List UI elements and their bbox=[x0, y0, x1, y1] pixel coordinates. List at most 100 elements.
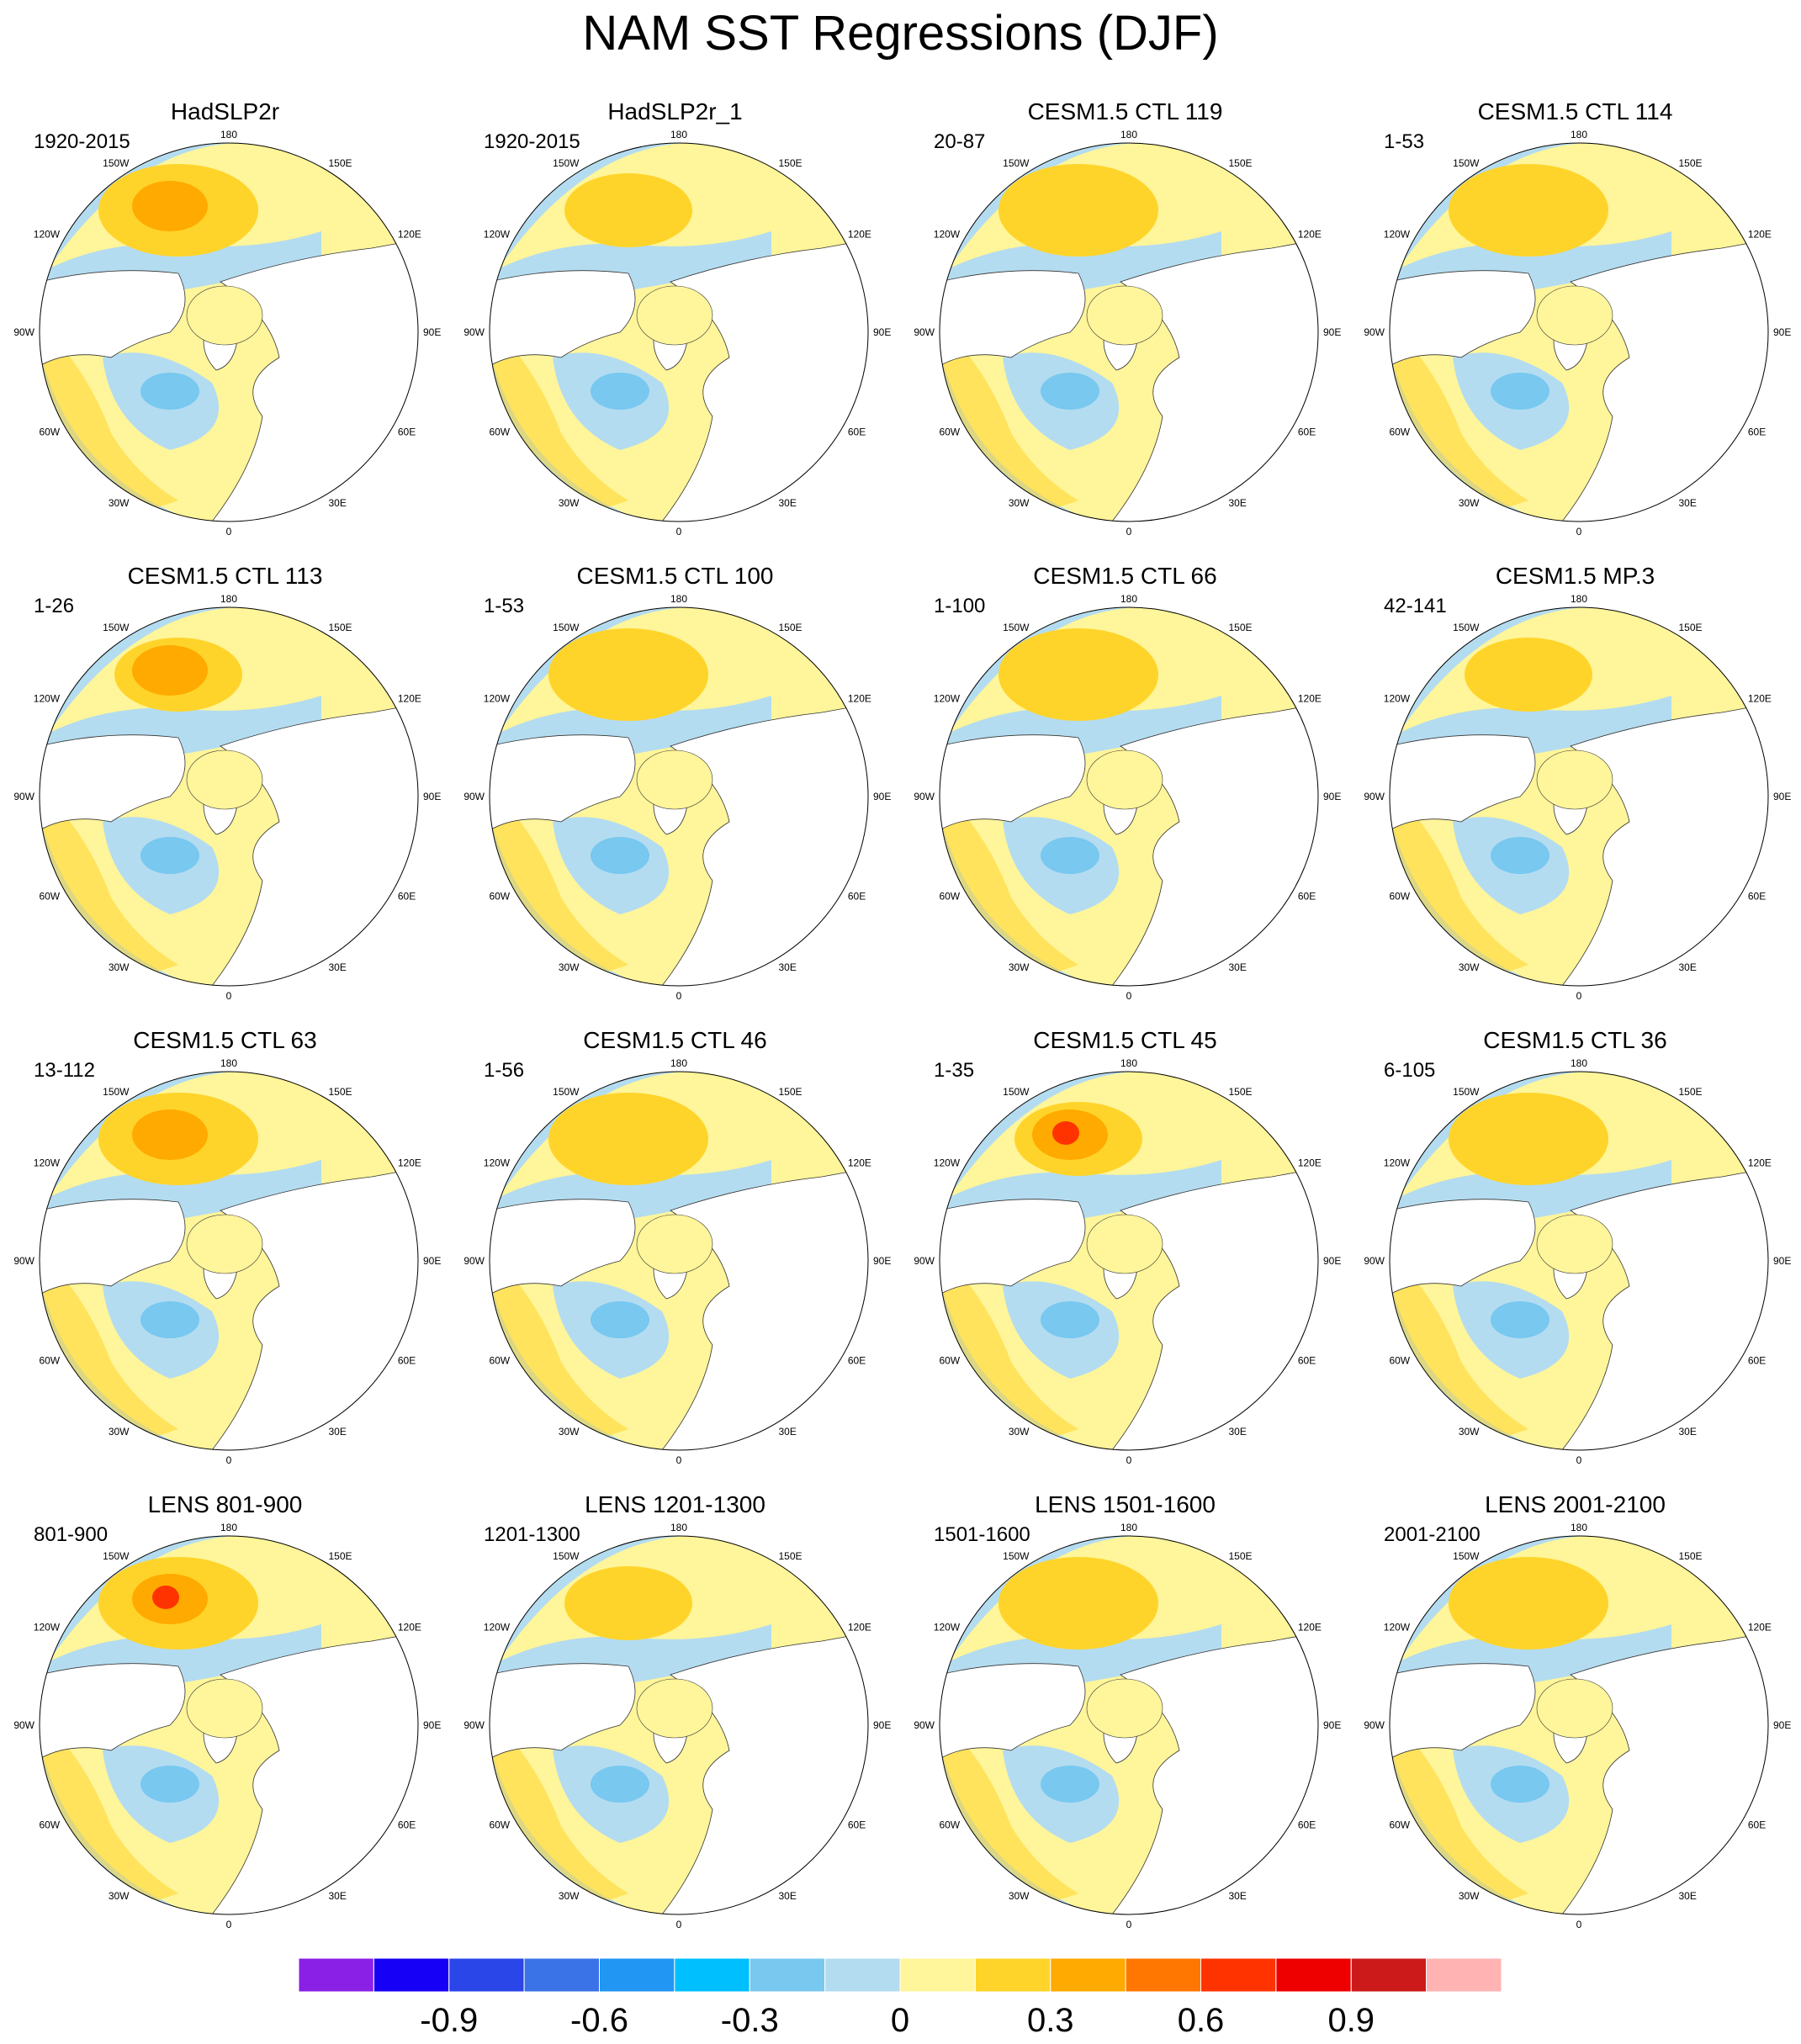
map-panel: HadSLP2r_1 1920-2015 180 0 90W 90E 150W 120W 150… bbox=[450, 97, 900, 561]
longitude-label: 60E bbox=[398, 1819, 416, 1831]
longitude-label: 30E bbox=[1679, 961, 1697, 973]
sst-field bbox=[940, 1536, 1318, 1914]
longitude-label: 150W bbox=[553, 157, 580, 169]
longitude-label: 0 bbox=[226, 1454, 232, 1466]
panel-title: CESM1.5 CTL 36 bbox=[1483, 1027, 1667, 1053]
panel-period: 1-56 bbox=[484, 1059, 525, 1082]
longitude-label: 180 bbox=[1120, 129, 1137, 140]
longitude-label: 90E bbox=[1773, 326, 1791, 338]
panel-title: CESM1.5 CTL 66 bbox=[1033, 563, 1217, 589]
longitude-label: 150E bbox=[779, 157, 803, 169]
longitude-label: 120W bbox=[484, 229, 511, 241]
map-boundary bbox=[939, 1071, 1319, 1451]
map-boundary bbox=[489, 1535, 869, 1915]
longitude-label: 150E bbox=[1229, 1086, 1253, 1098]
colorbar-swatch bbox=[1350, 1958, 1428, 1992]
longitude-label: 120E bbox=[1748, 229, 1772, 241]
polar-map: 180 0 90W 90E 150W 120W 150E 120E 60W 30W 60E 30E bbox=[463, 1057, 891, 1466]
longitude-label: 0 bbox=[1576, 526, 1582, 537]
longitude-label: 30E bbox=[329, 497, 347, 509]
longitude-label: 90W bbox=[463, 791, 485, 802]
longitude-label: 150W bbox=[1003, 157, 1030, 169]
map-panel: CESM1.5 CTL 45 1-35 180 0 90W 90E 150W 120W 150E… bbox=[900, 1025, 1350, 1490]
longitude-label: 180 bbox=[220, 129, 237, 140]
panel-title: CESM1.5 CTL 100 bbox=[576, 563, 774, 589]
panel-title: CESM1.5 CTL 119 bbox=[1027, 98, 1223, 124]
longitude-label: 150W bbox=[1003, 622, 1030, 633]
map-boundary bbox=[1389, 606, 1769, 987]
panel-period: 1201-1300 bbox=[484, 1523, 580, 1546]
map-boundary bbox=[39, 606, 419, 987]
panel-title: HadSLP2r bbox=[170, 98, 280, 124]
longitude-label: 90E bbox=[873, 1719, 891, 1731]
longitude-label: 0 bbox=[1576, 1919, 1582, 1930]
longitude-label: 0 bbox=[226, 990, 232, 1002]
longitude-label: 60E bbox=[1298, 891, 1316, 903]
longitude-label: 30W bbox=[559, 1890, 580, 1902]
longitude-label: 60E bbox=[1748, 426, 1766, 438]
longitude-label: 180 bbox=[1120, 1522, 1137, 1533]
longitude-label: 30E bbox=[779, 1890, 797, 1902]
longitude-label: 90E bbox=[423, 1255, 441, 1267]
map-panel: CESM1.5 CTL 113 1-26 180 0 90W 90E 150W 120W 150… bbox=[0, 561, 450, 1025]
longitude-label: 120W bbox=[484, 1622, 511, 1634]
longitude-label: 180 bbox=[670, 1057, 687, 1069]
longitude-label: 120W bbox=[34, 1157, 61, 1169]
map-boundary bbox=[1389, 142, 1769, 522]
sst-field bbox=[1390, 143, 1768, 522]
longitude-label: 90E bbox=[1773, 1719, 1791, 1731]
colorbar-swatch bbox=[674, 1958, 750, 1992]
longitude-label: 180 bbox=[220, 1522, 237, 1533]
map-boundary bbox=[489, 142, 869, 522]
longitude-label: 60W bbox=[489, 426, 510, 438]
longitude-label: 150W bbox=[103, 157, 130, 169]
colorbar-swatch bbox=[974, 1958, 1051, 1992]
map-boundary bbox=[939, 142, 1319, 522]
panel-title: CESM1.5 CTL 63 bbox=[133, 1027, 317, 1053]
longitude-label: 120E bbox=[398, 693, 421, 705]
longitude-label: 0 bbox=[1126, 1919, 1132, 1930]
longitude-label: 0 bbox=[676, 1919, 682, 1930]
longitude-label: 150E bbox=[779, 1550, 803, 1562]
longitude-label: 120E bbox=[1298, 229, 1322, 241]
longitude-label: 30E bbox=[779, 961, 797, 973]
longitude-label: 30E bbox=[329, 1890, 347, 1902]
longitude-label: 60W bbox=[1389, 891, 1410, 903]
longitude-label: 30W bbox=[1459, 961, 1480, 973]
longitude-label: 60E bbox=[848, 426, 866, 438]
longitude-label: 60W bbox=[489, 891, 510, 903]
longitude-label: 60W bbox=[939, 1355, 960, 1367]
polar-map: 180 0 90W 90E 150W 120W 150E 120E 60W 30W 60E 30E bbox=[463, 593, 891, 1002]
longitude-label: 180 bbox=[670, 593, 687, 605]
longitude-label: 60E bbox=[398, 426, 416, 438]
colorbar-swatch bbox=[1426, 1958, 1502, 1992]
sst-field bbox=[490, 1536, 868, 1914]
map-panel: LENS 801-900 801-900 180 0 90W 90E 150W 120W 150… bbox=[0, 1490, 450, 1954]
longitude-label: 120E bbox=[848, 229, 871, 241]
longitude-label: 120E bbox=[848, 1157, 871, 1169]
polar-map: 180 0 90W 90E 150W 120W 150E 120E 60W 30W 60E 30E bbox=[13, 593, 441, 1002]
panel-period: 13-112 bbox=[34, 1059, 95, 1082]
longitude-label: 90W bbox=[13, 1719, 34, 1731]
longitude-label: 180 bbox=[670, 1522, 687, 1533]
longitude-label: 30W bbox=[1459, 1890, 1480, 1902]
colorbar-swatch bbox=[523, 1958, 600, 1992]
longitude-label: 180 bbox=[1120, 1057, 1137, 1069]
panel-period: 1-53 bbox=[484, 595, 525, 617]
longitude-label: 120E bbox=[1298, 693, 1322, 705]
longitude-label: 90E bbox=[873, 326, 891, 338]
longitude-label: 120W bbox=[34, 693, 61, 705]
colorbar-tick-label: -0.3 bbox=[720, 2002, 779, 2039]
longitude-label: 30E bbox=[1679, 1426, 1697, 1438]
longitude-label: 90E bbox=[1773, 791, 1791, 802]
panel-title: CESM1.5 CTL 113 bbox=[127, 563, 323, 589]
longitude-label: 30E bbox=[1229, 1426, 1247, 1438]
colorbar-swatch bbox=[899, 1958, 976, 1992]
longitude-label: 120E bbox=[1748, 693, 1772, 705]
longitude-label: 30W bbox=[559, 497, 580, 509]
panel-title: LENS 2001-2100 bbox=[1485, 1491, 1666, 1517]
longitude-label: 150E bbox=[1679, 1550, 1703, 1562]
sst-field bbox=[940, 607, 1318, 986]
panel-title: LENS 801-900 bbox=[147, 1491, 303, 1517]
longitude-label: 60E bbox=[1748, 1819, 1766, 1831]
